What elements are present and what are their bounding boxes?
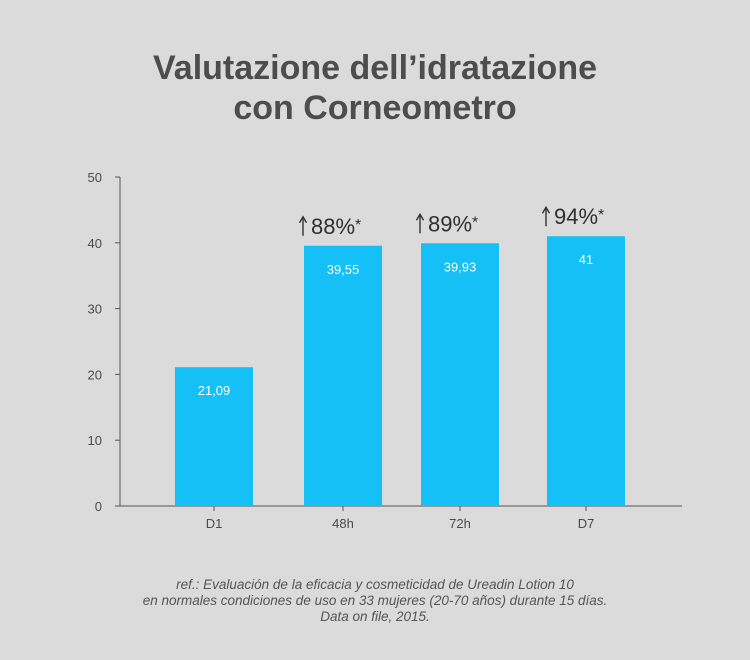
bar-data-label: 39,93 — [444, 259, 477, 274]
chart-title: Valutazione dell’idratazione con Corneom… — [0, 48, 750, 128]
annotation-asterisk: * — [598, 207, 604, 224]
annotation-asterisk: * — [472, 214, 478, 231]
bar-d1 — [175, 367, 253, 506]
bar-data-label: 39,55 — [327, 262, 360, 277]
increase-annotation: 88%* — [311, 214, 361, 239]
bar-data-label: 21,09 — [198, 383, 231, 398]
bar-d7 — [547, 236, 625, 506]
chart-title-line-2: con Corneometro — [233, 89, 517, 127]
bar-72h — [421, 243, 499, 506]
y-tick-label: 50 — [88, 170, 102, 185]
footnote-line-2: en normales condiciones de uso en 33 muj… — [142, 593, 608, 608]
increase-annotation: 94%* — [554, 204, 604, 229]
y-tick-label: 10 — [88, 433, 102, 448]
up-arrow-icon-head — [541, 205, 551, 214]
up-arrow-icon-head — [415, 212, 425, 221]
footnote: ref.: Evaluación de la eficacia y cosmet… — [0, 577, 750, 625]
y-tick-label: 40 — [88, 236, 102, 251]
y-tick-label: 0 — [95, 499, 102, 514]
annotation-asterisk: * — [355, 217, 361, 234]
x-tick-label: 72h — [449, 516, 471, 531]
x-tick-label: D1 — [206, 516, 223, 531]
footnote-line-1: ref.: Evaluación de la eficacia y cosmet… — [176, 577, 574, 592]
footnote-line-3: Data on file, 2015. — [320, 609, 430, 624]
increase-annotation: 89%* — [428, 211, 478, 236]
x-tick-label: D7 — [578, 516, 595, 531]
chart-title-line-1: Valutazione dell’idratazione — [153, 49, 597, 87]
y-tick-label: 30 — [88, 302, 102, 317]
bar-48h — [304, 245, 382, 507]
up-arrow-icon-head — [298, 215, 308, 224]
bar-data-label: 41 — [579, 252, 593, 267]
x-tick-label: 48h — [332, 516, 354, 531]
y-tick-label: 20 — [88, 367, 102, 382]
